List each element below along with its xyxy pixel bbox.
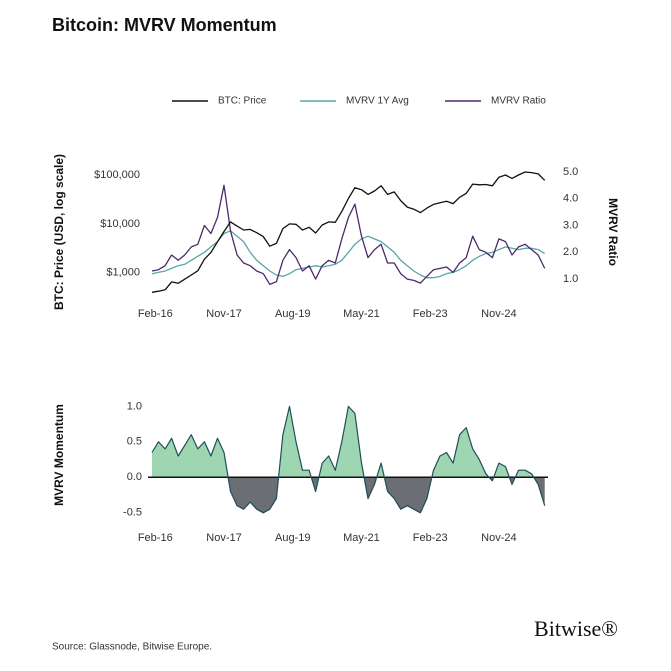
y2-tick-label: 4.0 — [563, 193, 578, 205]
y2-tick-label: 3.0 — [563, 219, 578, 231]
y-axis-label: MVRV Momentum — [52, 404, 66, 506]
legend-label: MVRV Ratio — [491, 96, 546, 107]
y-tick-label: -0.5 — [123, 507, 142, 519]
legend-label: MVRV 1Y Avg — [346, 96, 409, 107]
x-tick-label: Nov-24 — [481, 532, 516, 544]
area-positive — [152, 406, 534, 478]
series-line — [151, 184, 546, 286]
title: Bitcoin: MVRV Momentum — [52, 15, 277, 35]
x-tick-label: Nov-17 — [206, 308, 241, 320]
y-axis-label: BTC: Price (USD, log scale) — [52, 154, 66, 310]
y-tick-label: $100,000 — [94, 169, 140, 181]
series-line — [151, 405, 546, 514]
y-tick-label: 0.0 — [127, 471, 142, 483]
x-tick-label: May-21 — [343, 308, 380, 320]
legend-label: BTC: Price — [218, 96, 267, 107]
x-tick-label: Nov-24 — [481, 308, 516, 320]
x-tick-label: May-21 — [343, 532, 380, 544]
y2-tick-label: 2.0 — [563, 246, 578, 258]
x-tick-label: Aug-19 — [275, 532, 310, 544]
y-tick-label: $10,000 — [100, 218, 140, 230]
y2-axis-label: MVRV Ratio — [606, 198, 620, 266]
logo: Bitwise® — [534, 616, 618, 641]
x-tick-label: Feb-16 — [138, 308, 173, 320]
y2-tick-label: 5.0 — [563, 166, 578, 178]
x-tick-label: Feb-23 — [413, 532, 448, 544]
y2-tick-label: 1.0 — [563, 273, 578, 285]
source: Source: Glassnode, Bitwise Europe. — [52, 642, 212, 653]
y-tick-label: 0.5 — [127, 436, 142, 448]
area-negative — [152, 477, 545, 513]
y-tick-label: $1,000 — [106, 267, 140, 279]
x-tick-label: Aug-19 — [275, 308, 310, 320]
x-tick-label: Nov-17 — [206, 532, 241, 544]
x-tick-label: Feb-16 — [138, 532, 173, 544]
y-tick-label: 1.0 — [127, 400, 142, 412]
series-line — [151, 171, 546, 293]
x-tick-label: Feb-23 — [413, 308, 448, 320]
